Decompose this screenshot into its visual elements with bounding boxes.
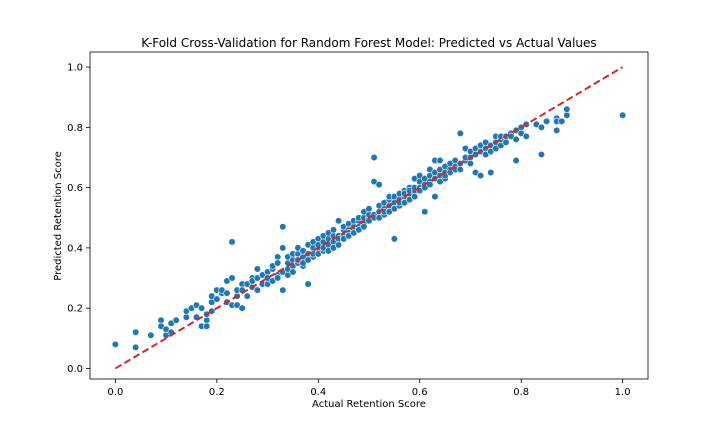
data-point	[223, 289, 231, 297]
data-point	[228, 238, 236, 246]
data-point	[456, 165, 464, 174]
data-point	[172, 316, 180, 324]
plot-frame	[89, 51, 649, 380]
data-point	[238, 304, 246, 312]
y-tick-label: 1.0	[67, 63, 83, 74]
data-point	[477, 171, 485, 180]
data-point	[289, 268, 297, 276]
data-point	[334, 217, 343, 225]
y-tick-label: 0.4	[67, 243, 83, 254]
data-point	[198, 304, 206, 312]
data-point	[563, 111, 571, 119]
data-point	[522, 132, 530, 140]
data-point	[365, 205, 373, 213]
data-point	[537, 150, 546, 159]
data-point	[431, 193, 439, 201]
axes: 0.0 0.2 0.4 0.6 0.8 1.0 0.0 0.2 0.4 0.6 0.8 1.0	[67, 63, 630, 398]
x-tick-label: 0.2	[209, 387, 225, 398]
data-point	[253, 265, 261, 273]
data-point	[274, 253, 282, 261]
chart-title: K-Fold Cross-Validation for Random Fores…	[141, 36, 596, 50]
data-point	[274, 274, 282, 282]
data-point	[421, 208, 429, 216]
x-tick-label: 1.0	[615, 387, 631, 398]
data-point	[203, 316, 211, 324]
reference-line-group	[114, 66, 624, 370]
data-point	[436, 156, 444, 165]
y-tick-label: 0.0	[67, 364, 83, 375]
data-point	[502, 138, 510, 147]
data-point	[329, 226, 338, 234]
data-point	[228, 274, 236, 282]
y-axis-label: Predicted Retention Score	[53, 151, 64, 281]
data-point	[279, 244, 287, 252]
scatter-points	[111, 105, 627, 351]
data-point	[487, 168, 495, 177]
data-point	[563, 105, 571, 113]
data-point	[411, 193, 419, 201]
x-axis-label: Actual Retention Score	[312, 399, 426, 410]
data-point	[512, 156, 520, 165]
data-point	[279, 223, 287, 231]
y-tick-label: 0.6	[67, 183, 83, 194]
data-point	[111, 340, 119, 348]
data-point	[375, 181, 383, 189]
data-point	[213, 295, 221, 303]
data-point	[542, 117, 551, 125]
data-point	[466, 159, 475, 168]
data-point	[456, 129, 464, 137]
x-tick-label: 0.6	[412, 387, 428, 398]
plot-area-border	[89, 51, 649, 380]
data-point	[157, 316, 165, 324]
data-point	[619, 111, 627, 119]
data-point	[360, 223, 368, 231]
data-point	[370, 153, 378, 162]
data-point	[553, 126, 561, 134]
data-point	[203, 322, 211, 330]
data-point	[537, 123, 546, 131]
data-point	[182, 313, 190, 321]
data-point	[304, 280, 312, 288]
data-point	[132, 343, 140, 351]
reference-line	[114, 66, 624, 370]
y-tick-label: 0.2	[67, 304, 83, 315]
data-point	[334, 241, 343, 249]
data-point	[512, 135, 520, 144]
data-point	[558, 117, 566, 125]
data-point	[147, 331, 155, 339]
data-point	[243, 292, 251, 300]
data-point	[274, 259, 282, 267]
data-point	[253, 286, 261, 294]
x-tick-label: 0.0	[107, 387, 123, 398]
data-point	[390, 235, 398, 243]
data-point	[132, 328, 140, 336]
data-point	[279, 286, 287, 294]
x-tick-label: 0.4	[310, 387, 326, 398]
y-tick-label: 0.8	[67, 123, 83, 134]
x-tick-label: 0.8	[513, 387, 529, 398]
